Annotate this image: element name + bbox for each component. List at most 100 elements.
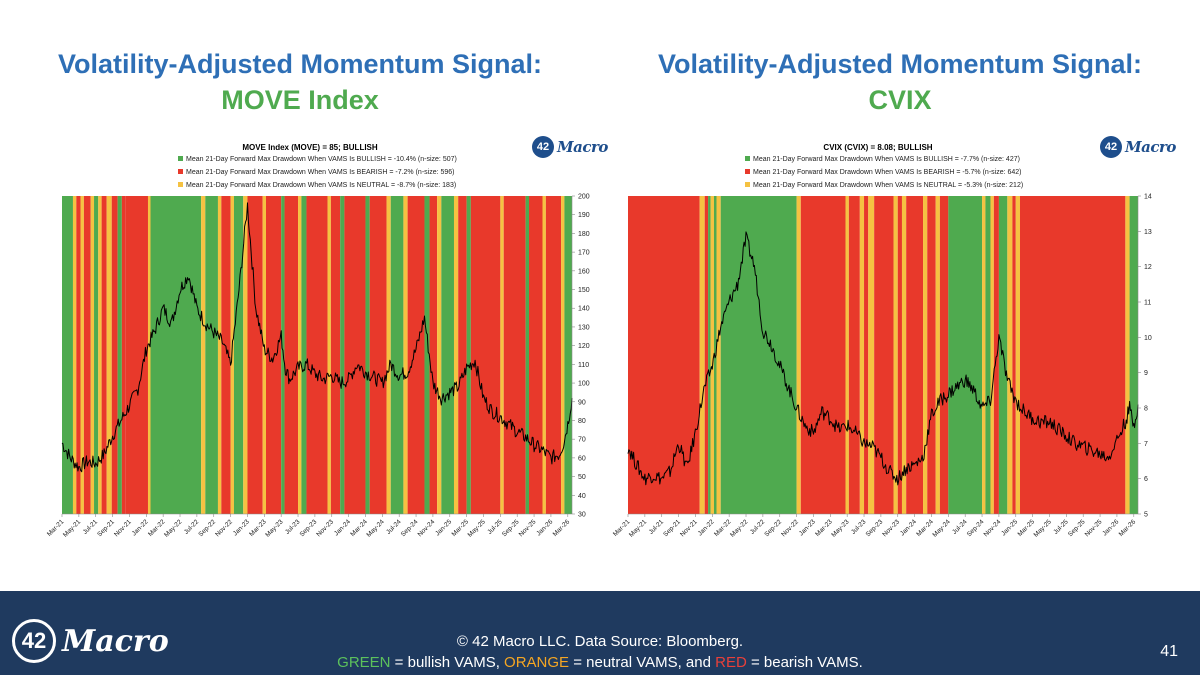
y-tick-label: 40 (578, 493, 586, 500)
regime-band-bullish (117, 196, 122, 514)
regime-band-neutral (1125, 196, 1130, 514)
x-tick-label: Jan-24 (333, 518, 352, 537)
x-tick-label: Sep-21 (662, 518, 682, 538)
footer-logo-wordmark: Macro (62, 623, 169, 659)
chart-title: CVIX (CVIX) = 8.08; BULLISH (823, 143, 932, 152)
regime-band-bullish (390, 196, 404, 514)
move-chart-panel: MOVE Index (MOVE) = 85; BULLISH Mean 21-D… (0, 128, 608, 578)
regime-band-bearish (1019, 196, 1126, 514)
move-chart: MOVE Index (MOVE) = 85; BULLISH Mean 21-D… (46, 143, 590, 539)
regime-band-neutral (542, 196, 546, 514)
right-slide-title: Volatility-Adjusted Momentum Signal: CVI… (600, 46, 1200, 118)
regime-band-bearish (330, 196, 341, 514)
regime-band-bearish (369, 196, 387, 514)
regime-band-neutral (500, 196, 504, 514)
x-tick-label: May-24 (931, 518, 952, 539)
right-title-sub: CVIX (868, 85, 932, 115)
regime-band-neutral (106, 196, 112, 514)
regime-band-bearish (121, 196, 126, 514)
regime-band-neutral (868, 196, 875, 514)
series-line (61, 202, 573, 473)
regime-band-neutral (217, 196, 222, 514)
y-tick-label: 12 (1144, 264, 1152, 271)
regime-band-bullish (441, 196, 454, 514)
regime-band-neutral (710, 196, 714, 514)
regime-band-neutral (80, 196, 84, 514)
y-tick-label: 60 (578, 455, 586, 462)
regime-band-bullish (340, 196, 345, 514)
legend-swatch (745, 169, 750, 174)
regime-band-bullish (1129, 196, 1138, 514)
regime-band-bullish (564, 196, 572, 514)
regime-band-neutral (561, 196, 565, 514)
regime-band-neutral (935, 196, 940, 514)
logo-42-icon: 42 (1100, 136, 1122, 158)
legend-entry: Mean 21-Day Forward Max Drawdown When VA… (753, 169, 1022, 176)
cvix-chart: CVIX (CVIX) = 8.08; BULLISH Mean 21-Day F… (612, 143, 1152, 539)
y-tick-label: 11 (1144, 300, 1151, 307)
x-tick-label: Nov-21 (679, 518, 699, 538)
x-tick-label: Sep-25 (501, 518, 521, 538)
regime-band-neutral (982, 196, 986, 514)
x-tick-label: Mar-26 (552, 518, 572, 538)
y-tick-label: 200 (578, 194, 590, 201)
regime-band-bearish (221, 196, 231, 514)
y-tick-label: 5 (1144, 512, 1148, 519)
regime-band-neutral (72, 196, 77, 514)
regime-band-bearish (529, 196, 543, 514)
regime-band-neutral (98, 196, 102, 514)
x-tick-label: May-25 (467, 518, 488, 539)
regime-band-bearish (848, 196, 860, 514)
regime-band-neutral (1007, 196, 1013, 514)
regime-band-bearish (429, 196, 438, 514)
y-tick-label: 100 (578, 381, 590, 388)
regime-band-neutral (893, 196, 898, 514)
regime-band-bearish (1012, 196, 1016, 514)
regime-band-bearish (993, 196, 999, 514)
legend-swatch (745, 182, 750, 187)
regime-band-neutral (201, 196, 206, 514)
legend-swatch (178, 169, 183, 174)
legend-swatch (178, 182, 183, 187)
regime-band-neutral (796, 196, 801, 514)
regime-band-neutral (699, 196, 705, 514)
x-tick-label: May-22 (729, 518, 750, 539)
x-tick-label: Nov-24 (983, 518, 1003, 538)
x-tick-label: Jan-25 (1000, 518, 1019, 537)
regime-band-neutral (243, 196, 248, 514)
y-tick-label: 13 (1144, 229, 1152, 236)
regime-band-neutral (859, 196, 865, 514)
move-chart-logo: 42 Macro (532, 136, 608, 158)
x-tick-label: Sep-22 (197, 518, 217, 538)
regime-band-bullish (720, 196, 797, 514)
x-tick-label: May-25 (1033, 518, 1054, 539)
regime-band-neutral (386, 196, 391, 514)
regime-band-bullish (150, 196, 202, 514)
right-title-main: Volatility-Adjusted Momentum Signal: (657, 49, 1142, 79)
x-tick-label: Jan-26 (1101, 518, 1120, 537)
regime-band-neutral (845, 196, 849, 514)
legend-entry: Mean 21-Day Forward Max Drawdown When VA… (753, 156, 1020, 163)
y-tick-label: 180 (578, 231, 590, 238)
footer-logo-42-icon: 42 (12, 619, 56, 663)
regime-band-neutral (298, 196, 302, 514)
footer-orange-rest: = neutral VAMS, and (569, 654, 716, 671)
y-tick-label: 90 (578, 399, 586, 406)
regime-band-bullish (233, 196, 244, 514)
footer-text: © 42 Macro LLC. Data Source: Bloomberg. … (250, 631, 950, 673)
y-tick-label: 10 (1144, 335, 1152, 342)
x-tick-label: Nov-22 (780, 518, 800, 538)
regime-band-bullish (713, 196, 717, 514)
regime-band-bearish (125, 196, 148, 514)
regime-band-bullish (301, 196, 307, 514)
legend-entry: Mean 21-Day Forward Max Drawdown When VA… (186, 169, 455, 176)
left-slide-title: Volatility-Adjusted Momentum Signal: MOV… (0, 46, 600, 118)
legend-entry: Mean 21-Day Forward Max Drawdown When VA… (186, 182, 456, 189)
x-tick-label: Sep-23 (299, 518, 319, 538)
x-tick-label: Nov-24 (417, 518, 437, 538)
regime-band-bullish (525, 196, 530, 514)
regime-band-bearish (906, 196, 924, 514)
x-tick-label: May-23 (264, 518, 285, 539)
footer-red-word: RED (715, 654, 747, 671)
x-tick-label: Jan-23 (232, 518, 251, 537)
